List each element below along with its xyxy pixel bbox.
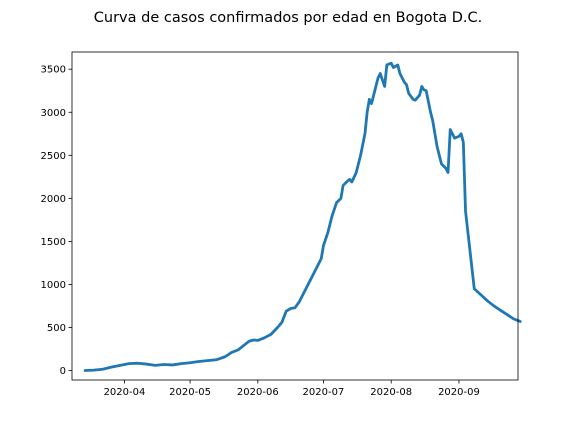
y-tick-label: 3000 <box>41 108 66 119</box>
x-tick-label: 2020-07 <box>303 387 345 398</box>
y-tick-label: 500 <box>47 323 66 334</box>
y-tick-label: 2000 <box>41 194 66 205</box>
y-axis: 0 500 1000 1500 2000 2500 3000 3500 <box>41 65 72 377</box>
y-tick-label: 0 <box>60 366 66 377</box>
chart-title: Curva de casos confirmados por edad en B… <box>94 10 482 26</box>
x-tick-label: 2020-09 <box>438 387 480 398</box>
series-layer <box>83 61 522 372</box>
x-tick-label: 2020-08 <box>370 387 412 398</box>
plot-frame <box>71 51 519 381</box>
y-tick-label: 3500 <box>41 65 66 76</box>
y-tick-label: 1500 <box>41 237 66 248</box>
series-line-0 <box>83 61 522 372</box>
x-tick-label: 2020-05 <box>169 387 211 398</box>
x-axis: 2020-04 2020-05 2020-06 2020-07 2020-08 2020-… <box>104 380 480 398</box>
y-tick-label: 2500 <box>41 151 66 162</box>
x-tick-label: 2020-04 <box>104 387 146 398</box>
y-tick-label: 1000 <box>41 280 66 291</box>
x-tick-label: 2020-06 <box>237 387 279 398</box>
